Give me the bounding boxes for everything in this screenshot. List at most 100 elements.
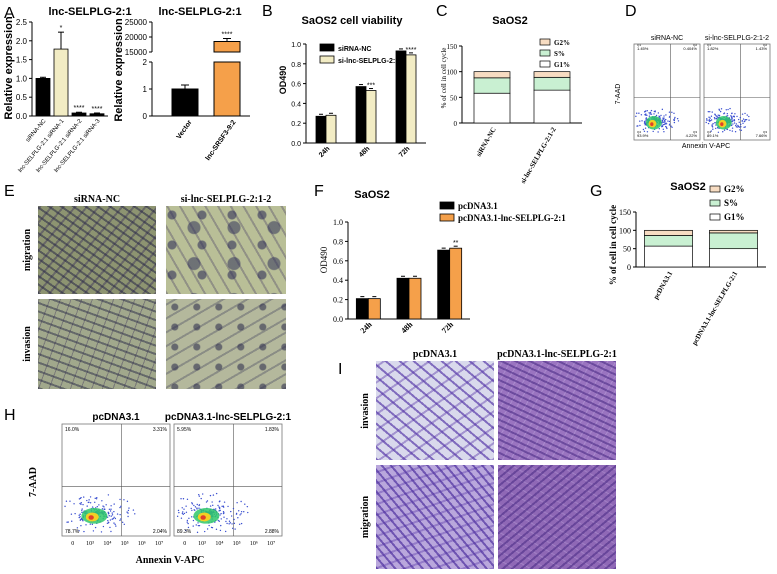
- hplots-event-dot: [238, 523, 241, 525]
- fchart-bar: [396, 277, 410, 320]
- dplots-event-dot: [661, 126, 663, 128]
- hplots-event-dot: [89, 496, 92, 498]
- bchart-bar: [315, 115, 327, 144]
- gchart-y-tick-label: 150: [619, 208, 631, 217]
- dplots-event-dot: [641, 120, 643, 122]
- dplots-event-dot: [710, 115, 713, 117]
- dplots-event-dot: [665, 114, 667, 116]
- dplots-event-dot: [649, 111, 652, 114]
- dplots-event-dot: [706, 119, 708, 121]
- dplots-event-dot: [644, 114, 647, 116]
- hplots-event-dot: [109, 526, 111, 529]
- hplots-event-dot: [217, 504, 219, 507]
- dplots-event-dot: [711, 124, 713, 126]
- hplots-event-dot: [191, 509, 193, 512]
- hplots-event-dot: [226, 518, 228, 520]
- hplots-event-dot: [78, 514, 80, 517]
- hplots-event-dot: [218, 507, 221, 510]
- dplots-event-dot: [714, 122, 716, 124]
- micrograph-i-pc-migration: [376, 465, 494, 569]
- a1-sig-label: *: [60, 25, 63, 32]
- bchart-y-tick-label: 1.0: [291, 42, 301, 49]
- dplots-event-dot: [740, 129, 743, 131]
- hplots-quadrant-value: 2.04%: [153, 529, 168, 535]
- dplots-event-dot: [645, 117, 648, 119]
- bchart-legend-label: si-lnc-SELPLG-2:1-2: [338, 58, 405, 65]
- a1-y-tick-label: 2.5: [16, 18, 28, 27]
- hplots-event-dot: [177, 509, 180, 512]
- hplots-event-dot: [111, 514, 114, 516]
- a2-y-tick-label: 0: [143, 112, 148, 121]
- hplots-event-dot: [91, 506, 94, 508]
- hplots-event-dot: [222, 511, 225, 513]
- hplots-event-dot: [190, 516, 193, 518]
- dplots-quadrant-name: Q2: [763, 43, 767, 47]
- bchart-bar: [365, 90, 377, 144]
- dplots-quadrant-name: Q4: [707, 130, 711, 134]
- dplots-event-dot: [731, 116, 733, 119]
- dplots-event-dot: [666, 127, 668, 130]
- hplots-event-dot: [65, 500, 68, 502]
- bchart-y-tick-label: 0.8: [291, 62, 301, 69]
- hplots-event-dot: [198, 504, 200, 507]
- hplots-quadrant-value: 2.88%: [265, 529, 280, 535]
- hplots-event-dot: [186, 498, 189, 501]
- hplots-event-dot: [71, 520, 73, 522]
- cchart-legend-swatch: [539, 38, 551, 46]
- hplots-event-dot: [185, 529, 187, 532]
- hplots-event-dot: [109, 510, 112, 512]
- dplots-event-dot: [715, 127, 717, 130]
- hplots-event-dot: [86, 505, 88, 507]
- hplots-event-dot: [247, 511, 249, 514]
- a2-title: lnc-SELPLG-2:1: [158, 6, 241, 18]
- hplots-event-dot: [230, 510, 232, 513]
- dplots-event-dot: [744, 118, 747, 121]
- hplots-event-dot: [237, 517, 239, 519]
- hplots-event-dot: [119, 506, 121, 509]
- dplots-event-dot: [662, 121, 664, 123]
- dplots-event-dot: [662, 124, 665, 126]
- hplots-quadrant-value: 3.31%: [153, 427, 168, 433]
- a2-y-tick-label: 25000: [125, 18, 148, 27]
- hplots-event-dot: [116, 513, 119, 515]
- dplots-event-dot: [739, 129, 741, 131]
- panel-letter-f: F: [314, 183, 324, 200]
- gchart-x-tick-label: pcDNA3.1-lnc-SELPLG-2:1: [690, 270, 739, 347]
- dplots-event-dot: [661, 124, 663, 126]
- a2-y-tick-label: 20000: [125, 33, 148, 42]
- dplots-event-dot: [711, 126, 714, 128]
- dplots-event-dot: [642, 128, 645, 131]
- hplots-event-dot: [240, 513, 242, 515]
- hplots-plot-frame: [61, 423, 171, 537]
- dplots-quadrant-name: Q2: [693, 43, 697, 47]
- a1-chart: 0.00.51.01.52.02.5siRNA-NC*lnc-SELPLG-2:…: [16, 18, 108, 174]
- hplots-event-dot: [197, 524, 200, 527]
- dplots-event-dot: [735, 123, 738, 125]
- hplots-event-dot: [208, 524, 210, 527]
- hplots-x-tick-label: 10⁶: [138, 541, 146, 547]
- fchart-y-tick-label: 0.2: [333, 296, 343, 305]
- dplots-event-dot: [705, 121, 707, 124]
- hplots-event-dot: [103, 506, 105, 508]
- cchart-y-tick-label: 50: [450, 94, 458, 102]
- dplots-event-dot: [640, 114, 643, 116]
- dplots-event-dot: [638, 112, 640, 114]
- hplots-event-dot: [196, 503, 198, 506]
- f-title: SaOS2: [354, 189, 389, 201]
- hplots-event-dot: [215, 492, 218, 495]
- fchart-y-tick-label: 0.0: [333, 315, 343, 324]
- a1-title: lnc-SELPLG-2:1: [48, 6, 131, 18]
- hplots-event-dot: [185, 505, 187, 507]
- hplots-event-dot: [181, 507, 183, 509]
- hplots-event-dot: [85, 524, 87, 526]
- h-ylabel: 7-AAD: [28, 467, 39, 497]
- hplots-event-dot: [194, 509, 196, 511]
- dplots-event-dot: [663, 123, 666, 125]
- hplots-event-dot: [195, 524, 197, 526]
- dplots-event-dot: [710, 119, 713, 121]
- gchart-bar-segment: [644, 245, 693, 268]
- hplots-event-dot: [112, 517, 114, 520]
- hplots-event-dot: [126, 500, 129, 503]
- dplots-event-dot: [708, 119, 711, 121]
